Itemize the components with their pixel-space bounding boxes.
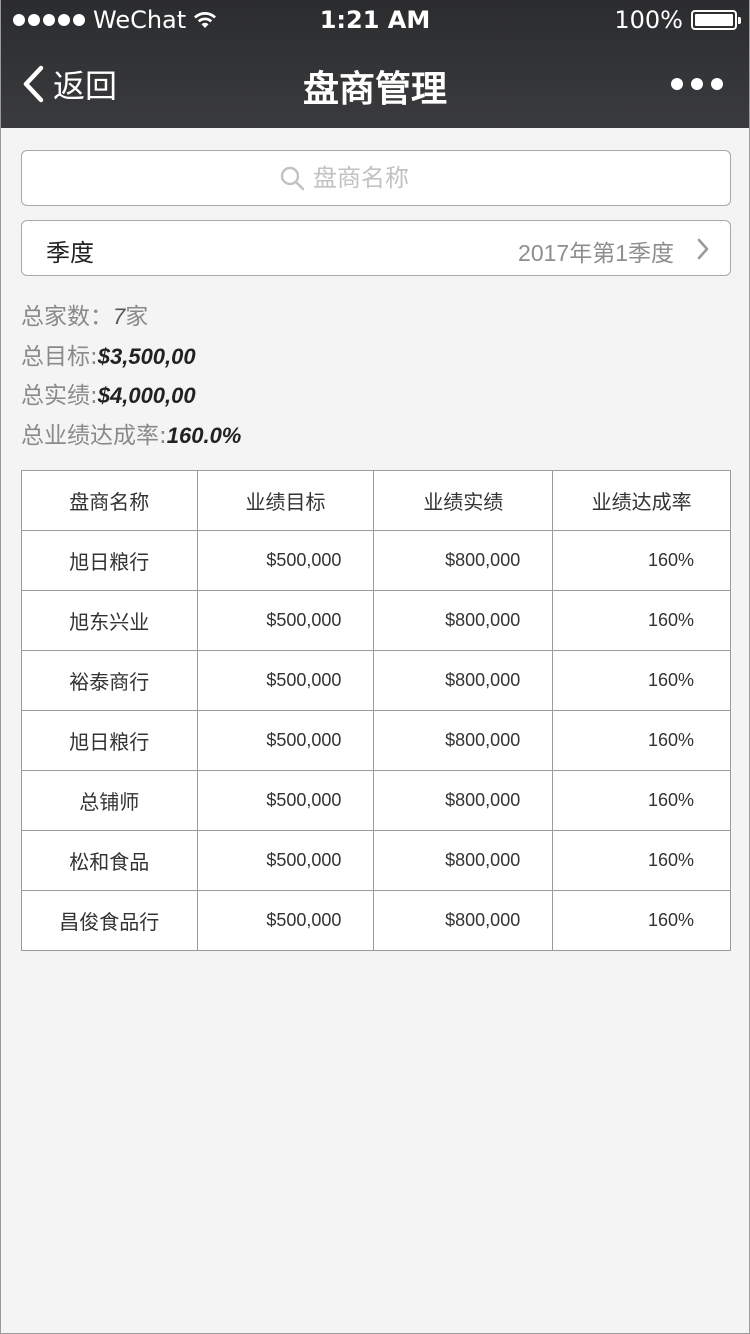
summary-count: 总家数：7家 — [21, 298, 241, 338]
battery-percent: 100% — [614, 6, 683, 34]
quarter-selector[interactable]: 季度 2017年第1季度 — [21, 220, 731, 276]
chevron-left-icon — [23, 65, 44, 103]
cell-actual: $800,000 — [373, 590, 554, 651]
count-unit: 家 — [125, 304, 149, 330]
cell-name: 旭东兴业 — [21, 590, 198, 651]
table-header-row: 盘商名称 业绩目标 业绩实绩 业绩达成率 — [21, 470, 731, 531]
search-icon — [280, 166, 305, 191]
back-button[interactable]: 返回 — [21, 62, 117, 106]
header-rate: 业绩达成率 — [552, 470, 731, 531]
cell-name: 旭日粮行 — [21, 530, 198, 591]
cell-rate: 160% — [552, 650, 731, 711]
cell-target: $500,000 — [196, 530, 375, 591]
cell-target: $500,000 — [196, 770, 375, 831]
cell-name: 裕泰商行 — [21, 650, 198, 711]
chevron-right-icon — [697, 238, 709, 260]
rate-label: 总业绩达成率: — [21, 422, 167, 449]
table-row[interactable]: 旭东兴业 $500,000 $800,000 160% — [21, 590, 731, 651]
search-inner — [279, 164, 473, 192]
cell-name: 昌俊食品行 — [21, 890, 198, 951]
cell-target: $500,000 — [196, 590, 375, 651]
summary: 总家数：7家 总目标:$3,500,00 总实绩:$4,000,00 总业绩达成… — [21, 298, 241, 456]
more-dot-icon — [691, 78, 703, 90]
count-value: 7 — [113, 304, 126, 329]
top-bar: WeChat 1:21 AM 100% 返回 盘商管理 — [1, 0, 749, 128]
table-row[interactable]: 总铺师 $500,000 $800,000 160% — [21, 770, 731, 831]
table-row[interactable]: 旭日粮行 $500,000 $800,000 160% — [21, 710, 731, 771]
dealer-table: 盘商名称 业绩目标 业绩实绩 业绩达成率 旭日粮行 $500,000 $800,… — [21, 470, 731, 951]
nav-bar: 返回 盘商管理 — [1, 40, 749, 128]
quarter-label: 季度 — [46, 239, 94, 267]
cell-actual: $800,000 — [373, 530, 554, 591]
more-dot-icon — [671, 78, 683, 90]
cell-name: 松和食品 — [21, 830, 198, 891]
cell-name: 旭日粮行 — [21, 710, 198, 771]
summary-rate: 总业绩达成率:160.0% — [21, 417, 241, 457]
cell-target: $500,000 — [196, 890, 375, 951]
more-dot-icon — [711, 78, 723, 90]
page-title: 盘商管理 — [302, 69, 447, 110]
cell-actual: $800,000 — [373, 710, 554, 771]
table-row[interactable]: 裕泰商行 $500,000 $800,000 160% — [21, 650, 731, 711]
search-input[interactable] — [313, 164, 473, 192]
status-left: WeChat — [13, 0, 218, 40]
cell-actual: $800,000 — [373, 890, 554, 951]
more-button[interactable] — [671, 74, 723, 94]
actual-label: 总实绩: — [21, 383, 98, 409]
table-row[interactable]: 昌俊食品行 $500,000 $800,000 160% — [21, 890, 731, 951]
back-label: 返回 — [53, 67, 118, 105]
target-value: $3,500,00 — [97, 343, 196, 369]
cell-actual: $800,000 — [373, 650, 554, 711]
battery-icon — [691, 10, 741, 30]
rate-value: 160.0% — [166, 422, 242, 448]
cell-name: 总铺师 — [21, 770, 198, 831]
summary-actual: 总实绩:$4,000,00 — [21, 377, 241, 417]
wifi-icon — [194, 11, 217, 28]
cell-rate: 160% — [552, 530, 731, 591]
cell-target: $500,000 — [196, 830, 375, 891]
carrier-name: WeChat — [93, 6, 187, 34]
cell-rate: 160% — [552, 710, 731, 771]
cell-actual: $800,000 — [373, 830, 554, 891]
status-bar: WeChat 1:21 AM 100% — [1, 0, 749, 40]
summary-target: 总目标:$3,500,00 — [21, 338, 241, 378]
cell-rate: 160% — [552, 830, 731, 891]
header-target: 业绩目标 — [196, 470, 375, 531]
search-box[interactable] — [21, 150, 731, 206]
target-label: 总目标: — [21, 343, 98, 370]
cell-rate: 160% — [552, 890, 731, 951]
count-label: 总家数： — [21, 304, 113, 330]
status-right: 100% — [614, 0, 741, 40]
actual-value: $4,000,00 — [97, 383, 196, 408]
table-row[interactable]: 松和食品 $500,000 $800,000 160% — [21, 830, 731, 891]
cell-target: $500,000 — [196, 650, 375, 711]
header-actual: 业绩实绩 — [373, 470, 554, 531]
header-name: 盘商名称 — [21, 470, 198, 531]
table-row[interactable]: 旭日粮行 $500,000 $800,000 160% — [21, 530, 731, 591]
status-time: 1:21 AM — [319, 6, 431, 34]
cell-rate: 160% — [552, 770, 731, 831]
signal-dots-icon — [13, 14, 85, 26]
cell-actual: $800,000 — [373, 770, 554, 831]
quarter-value: 2017年第1季度 — [518, 240, 674, 266]
cell-target: $500,000 — [196, 710, 375, 771]
cell-rate: 160% — [552, 590, 731, 651]
